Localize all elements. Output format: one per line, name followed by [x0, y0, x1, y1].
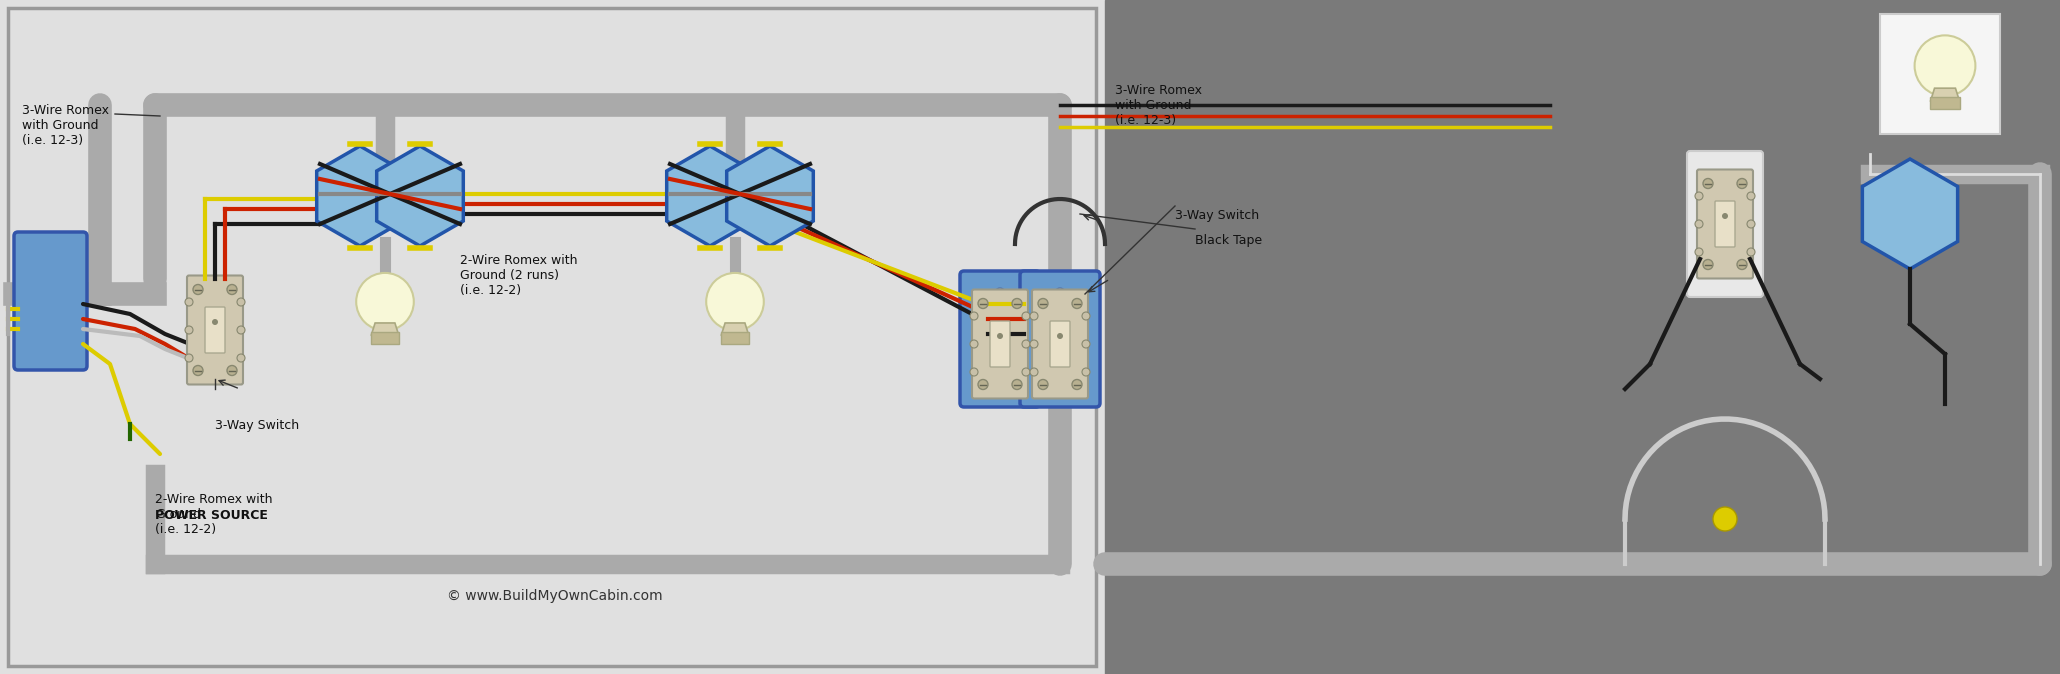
Circle shape: [1071, 379, 1082, 390]
Circle shape: [1030, 312, 1038, 320]
Text: 3-Way Switch: 3-Way Switch: [1174, 209, 1259, 222]
Circle shape: [1082, 368, 1090, 376]
Circle shape: [1082, 340, 1090, 348]
FancyBboxPatch shape: [1716, 201, 1735, 247]
Circle shape: [194, 365, 204, 375]
Circle shape: [995, 380, 1005, 390]
Circle shape: [1057, 333, 1063, 339]
Polygon shape: [667, 146, 754, 246]
Circle shape: [237, 298, 245, 306]
Circle shape: [356, 273, 414, 330]
Polygon shape: [317, 146, 404, 246]
Circle shape: [978, 379, 989, 390]
Circle shape: [194, 284, 204, 295]
Circle shape: [970, 368, 978, 376]
Bar: [8, 8, 1096, 666]
Circle shape: [970, 312, 978, 320]
Circle shape: [1055, 380, 1065, 390]
Text: © www.BuildMyOwnCabin.com: © www.BuildMyOwnCabin.com: [447, 589, 663, 603]
Circle shape: [1722, 213, 1728, 219]
Polygon shape: [1930, 88, 1959, 102]
Circle shape: [1071, 299, 1082, 309]
Circle shape: [1030, 340, 1038, 348]
Polygon shape: [721, 323, 750, 336]
Bar: [1881, 14, 2000, 134]
Text: POWER SOURCE: POWER SOURCE: [154, 509, 268, 522]
Polygon shape: [1862, 159, 1957, 269]
Circle shape: [185, 354, 194, 362]
Circle shape: [1747, 192, 1755, 200]
FancyBboxPatch shape: [972, 290, 1028, 398]
Circle shape: [1695, 192, 1704, 200]
FancyBboxPatch shape: [960, 271, 1040, 407]
FancyBboxPatch shape: [1697, 169, 1753, 278]
Circle shape: [185, 326, 194, 334]
Circle shape: [237, 326, 245, 334]
FancyBboxPatch shape: [1687, 151, 1763, 297]
Text: 3-Wire Romex
with Ground
(i.e. 12-3): 3-Wire Romex with Ground (i.e. 12-3): [1114, 84, 1201, 127]
Circle shape: [1737, 259, 1747, 270]
Circle shape: [1714, 507, 1737, 531]
Circle shape: [1695, 220, 1704, 228]
Circle shape: [227, 284, 237, 295]
Circle shape: [1022, 368, 1030, 376]
Text: 2-Wire Romex with
Ground
(i.e. 12-2): 2-Wire Romex with Ground (i.e. 12-2): [154, 493, 272, 536]
FancyBboxPatch shape: [1032, 290, 1088, 398]
Circle shape: [970, 340, 978, 348]
Circle shape: [185, 298, 194, 306]
FancyBboxPatch shape: [187, 276, 243, 384]
Circle shape: [1747, 220, 1755, 228]
Text: Black Tape: Black Tape: [1195, 234, 1263, 247]
Circle shape: [1704, 179, 1714, 189]
FancyBboxPatch shape: [1020, 271, 1100, 407]
Circle shape: [978, 299, 989, 309]
Circle shape: [1704, 259, 1714, 270]
Circle shape: [997, 333, 1003, 339]
Bar: [371, 332, 400, 344]
Circle shape: [1030, 368, 1038, 376]
Text: 3-Wire Romex
with Ground
(i.e. 12-3): 3-Wire Romex with Ground (i.e. 12-3): [23, 104, 109, 147]
Bar: [1930, 98, 1959, 109]
Text: 2-Wire Romex with
Ground (2 runs)
(i.e. 12-2): 2-Wire Romex with Ground (2 runs) (i.e. …: [459, 254, 577, 297]
Circle shape: [1737, 179, 1747, 189]
Bar: [1104, 0, 2060, 674]
Polygon shape: [371, 323, 400, 336]
Circle shape: [995, 288, 1005, 298]
Polygon shape: [727, 146, 814, 246]
Circle shape: [1695, 248, 1704, 256]
Text: 3-Way Switch: 3-Way Switch: [214, 419, 299, 432]
Circle shape: [1747, 248, 1755, 256]
FancyBboxPatch shape: [14, 232, 87, 370]
Polygon shape: [377, 146, 464, 246]
Circle shape: [1011, 379, 1022, 390]
Circle shape: [1022, 312, 1030, 320]
Circle shape: [227, 365, 237, 375]
Circle shape: [1055, 288, 1065, 298]
Circle shape: [212, 319, 218, 325]
Circle shape: [1011, 299, 1022, 309]
Circle shape: [237, 354, 245, 362]
Bar: [0, 0, 1104, 674]
FancyBboxPatch shape: [1051, 321, 1069, 367]
Circle shape: [1914, 35, 1976, 96]
Circle shape: [1038, 299, 1049, 309]
Circle shape: [1038, 379, 1049, 390]
FancyBboxPatch shape: [206, 307, 225, 353]
Bar: [721, 332, 750, 344]
FancyBboxPatch shape: [991, 321, 1009, 367]
Circle shape: [1022, 340, 1030, 348]
Circle shape: [1082, 312, 1090, 320]
Circle shape: [707, 273, 764, 330]
